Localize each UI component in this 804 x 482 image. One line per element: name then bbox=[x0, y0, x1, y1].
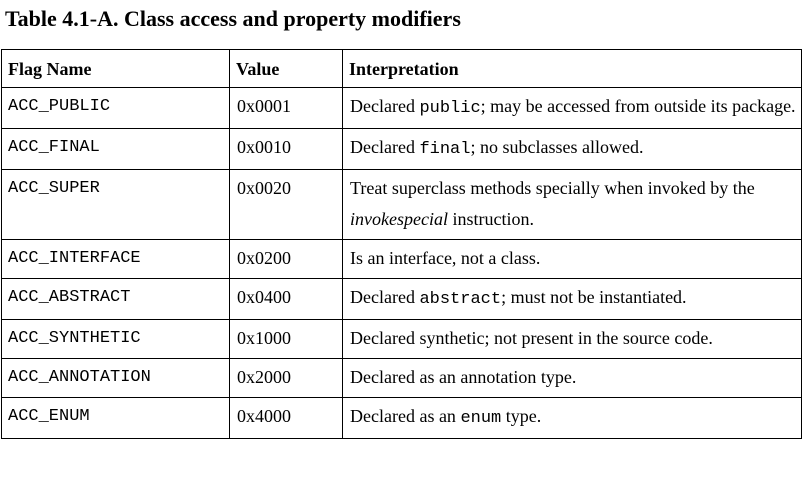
interpretation-text: instruction. bbox=[447, 209, 534, 229]
value-cell: 0x0010 bbox=[229, 128, 343, 170]
table-row: ACC_PUBLIC 0x0001 Declared public; may be … bbox=[1, 87, 802, 129]
value-cell: 0x0400 bbox=[229, 278, 343, 320]
interpretation-text: Is an interface, not a class. bbox=[350, 248, 541, 268]
value-cell: 0x0020 bbox=[229, 169, 343, 240]
code-keyword: final bbox=[419, 140, 471, 159]
interpretation-cell: Declared synthetic; not present in the s… bbox=[342, 319, 802, 359]
interpretation-cell: Declared abstract; must not be instantia… bbox=[342, 278, 802, 320]
interpretation-text: Declared bbox=[350, 287, 420, 307]
value-cell: 0x4000 bbox=[229, 397, 343, 439]
value-cell: 0x0001 bbox=[229, 87, 343, 129]
table-row: ACC_ABSTRACT 0x0400 Declared abstract; mus… bbox=[1, 278, 802, 320]
interpretation-text: ; must not be instantiated. bbox=[501, 287, 687, 307]
flag-name-cell: ACC_ABSTRACT bbox=[1, 278, 230, 320]
header-value: Value bbox=[229, 49, 343, 88]
value-cell: 0x1000 bbox=[229, 319, 343, 359]
interpretation-text: Declared as an annotation type. bbox=[350, 367, 577, 387]
interpretation-text: Declared bbox=[350, 137, 420, 157]
interpretation-text: Treat superclass methods specially when … bbox=[350, 178, 755, 198]
flag-name-cell: ACC_INTERFACE bbox=[1, 239, 230, 279]
interpretation-cell: Declared public; may be accessed from ou… bbox=[342, 87, 802, 129]
interpretation-text: Declared as an bbox=[350, 406, 461, 426]
header-interpretation: Interpretation bbox=[342, 49, 802, 88]
value-cell: 0x2000 bbox=[229, 358, 343, 398]
interpretation-text: type. bbox=[501, 406, 542, 426]
flag-name-cell: ACC_SYNTHETIC bbox=[1, 319, 230, 359]
flag-name-cell: ACC_ENUM bbox=[1, 397, 230, 439]
table-row: ACC_ENUM 0x4000 Declared as an enum type. bbox=[1, 397, 802, 439]
code-keyword: enum bbox=[460, 409, 502, 428]
interpretation-cell: Is an interface, not a class. bbox=[342, 239, 802, 279]
table-row: ACC_SUPER 0x0020 Treat superclass methods … bbox=[1, 169, 802, 240]
emphasized-text: invokespecial bbox=[350, 209, 448, 229]
interpretation-text: Declared synthetic; not present in the s… bbox=[350, 328, 713, 348]
header-flag-name: Flag Name bbox=[1, 49, 230, 88]
interpretation-text: ; may be accessed from outside its packa… bbox=[480, 96, 796, 116]
header-row: Flag Name Value Interpretation bbox=[1, 49, 802, 88]
interpretation-cell: Declared final; no subclasses allowed. bbox=[342, 128, 802, 170]
table-row: ACC_INTERFACE 0x0200 Is an interface, not … bbox=[1, 239, 802, 279]
flag-name-cell: ACC_ANNOTATION bbox=[1, 358, 230, 398]
interpretation-cell: Treat superclass methods specially when … bbox=[342, 169, 802, 240]
flag-name-cell: ACC_FINAL bbox=[1, 128, 230, 170]
flag-name-cell: ACC_PUBLIC bbox=[1, 87, 230, 129]
flag-name-cell: ACC_SUPER bbox=[1, 169, 230, 240]
table-row: ACC_ANNOTATION 0x2000 Declared as an annot… bbox=[1, 358, 802, 398]
table-row: ACC_FINAL 0x0010 Declared final; no subcla… bbox=[1, 128, 802, 170]
value-cell: 0x0200 bbox=[229, 239, 343, 279]
code-keyword: abstract bbox=[419, 290, 502, 309]
code-keyword: public bbox=[419, 99, 481, 118]
interpretation-cell: Declared as an annotation type. bbox=[342, 358, 802, 398]
table-row: ACC_SYNTHETIC 0x1000 Declared synthetic; n… bbox=[1, 319, 802, 359]
table-title: Table 4.1-A. Class access and property m… bbox=[5, 6, 461, 31]
interpretation-text: ; no subclasses allowed. bbox=[470, 137, 644, 157]
modifiers-table: Flag Name Value Interpretation ACC_PUBLI… bbox=[1, 49, 802, 439]
interpretation-text: Declared bbox=[350, 96, 420, 116]
interpretation-cell: Declared as an enum type. bbox=[342, 397, 802, 439]
